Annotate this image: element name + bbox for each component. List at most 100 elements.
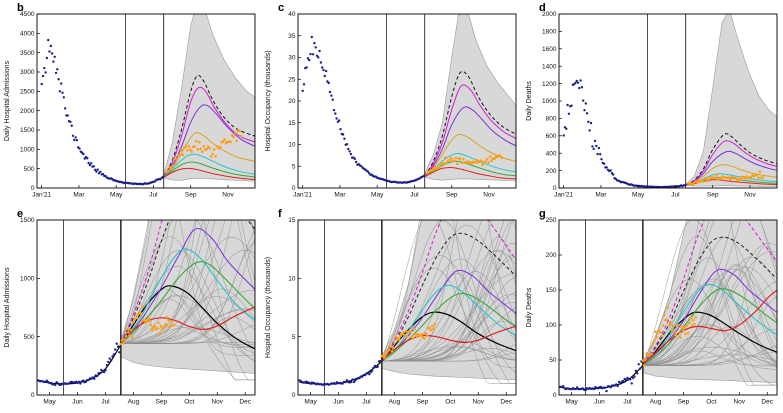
x-tick-label: Aug: [650, 399, 662, 406]
y-tick-label: 500: [24, 334, 35, 341]
axes-frame: [558, 219, 778, 396]
line-cyan: [163, 153, 255, 178]
ensemble-trajectory: [642, 264, 777, 366]
panel-c: Jan'21 Mar May Jul Sep Nov 0 5 10 15 20 25 30 35 40 Hos…: [261, 0, 522, 206]
y-axis-title: Daily Deaths: [526, 81, 533, 121]
y-tick-label: 4500: [20, 11, 35, 18]
y-axis-title: Daily Hospital Admissions: [4, 267, 11, 348]
y-tick-label: 15: [288, 120, 296, 127]
y-tick-label: 30: [288, 55, 296, 62]
ensemble-trajectory: [381, 255, 516, 384]
axes-frame: [36, 13, 256, 189]
panel-letter: g: [539, 208, 546, 220]
panel-letter: f: [278, 208, 282, 220]
x-tick-label: Jul: [410, 192, 419, 199]
dots-post-projection-observed: [165, 129, 243, 174]
y-tick-label: 25: [288, 76, 296, 83]
ensemble-trajectory: [120, 294, 255, 345]
x-tick-label: Jan'21: [32, 192, 51, 199]
line-magenta-dashed: [120, 220, 163, 343]
y-tick-label: 200: [546, 168, 557, 175]
panel-g: May Jun Jul Aug Sep Oct Nov Dec 0 50 100 150 200 250 D…: [522, 206, 783, 413]
ensemble-trajectory: [642, 266, 777, 366]
line-green: [642, 288, 777, 366]
x-tick-label: Nov: [222, 192, 234, 199]
x-tick-label: May: [565, 399, 578, 406]
y-tick-label: 150: [546, 287, 557, 294]
line-purple: [120, 228, 255, 344]
uncertainty-band: [163, 14, 255, 182]
dots-observed: [37, 342, 121, 387]
y-tick-label: 800: [546, 116, 557, 123]
ensemble-trajectory: [120, 324, 255, 344]
dots-observed: [562, 79, 687, 188]
line-cyan: [424, 153, 516, 177]
x-tick-label: Sep: [417, 399, 429, 406]
line-red: [381, 325, 516, 361]
y-tick-label: 0: [31, 392, 35, 399]
axes-frame: [36, 219, 256, 396]
x-tick-label: Aug: [128, 399, 140, 406]
y-tick-label: 3000: [20, 69, 35, 76]
ensemble-trajectory: [381, 220, 516, 384]
line-violet: [424, 106, 516, 177]
panel-letter: e: [17, 208, 23, 220]
y-tick-label: 1800: [542, 29, 557, 36]
y-tick-label: 100: [546, 322, 557, 329]
line-magenta: [424, 84, 516, 177]
x-tick-label: Nov: [472, 399, 484, 406]
y-tick-label: 3500: [20, 50, 35, 57]
y-axis-title: Daily Deaths: [526, 287, 533, 327]
dots-post-projection-observed: [119, 305, 175, 346]
line-cyan: [381, 284, 516, 361]
line-gold: [163, 132, 255, 178]
x-tick-label: Jul: [149, 192, 158, 199]
ensemble-trajectory: [120, 296, 255, 344]
line-magenta: [685, 140, 777, 186]
y-tick-label: 1000: [20, 147, 35, 154]
y-tick-label: 600: [546, 133, 557, 140]
ensemble-trajectory: [120, 220, 255, 356]
x-tick-label: Sep: [185, 192, 197, 199]
ensemble-trajectory: [381, 271, 516, 362]
x-tick-label: Sep: [156, 399, 168, 406]
panel-d: Jan'21 Mar May Jul Sep Nov 0 200 400 600 800 1000 12…: [522, 0, 783, 206]
ensemble-trajectory: [381, 273, 516, 362]
ensemble-trajectory: [120, 289, 255, 344]
chart-f: May Jun Jul Aug Sep Oct Nov Dec 0 5 10 15 Hospital O…: [265, 208, 517, 406]
axes-frame: [297, 219, 517, 396]
ensemble-trajectory: [120, 236, 255, 381]
ensemble-trajectory: [120, 220, 255, 344]
line-red: [424, 167, 516, 180]
y-tick-label: 10: [288, 276, 296, 283]
ensemble-trajectory: [120, 236, 255, 344]
line-gold: [424, 133, 516, 177]
line-magenta: [163, 86, 255, 177]
ensemble-trajectory: [642, 354, 777, 366]
x-tick-label: May: [304, 399, 317, 406]
dots-observed: [559, 360, 643, 393]
x-tick-label: Oct: [706, 399, 716, 406]
line-red: [120, 306, 255, 344]
panel-letter: c: [278, 2, 284, 14]
ensemble-trajectory: [642, 220, 742, 366]
ensemble-trajectory: [381, 267, 516, 384]
line-dashed-black: [685, 133, 777, 186]
x-tick-label: Jun: [72, 399, 83, 406]
line-black-dashed: [381, 232, 516, 361]
x-tick-label: Sep: [707, 192, 719, 199]
line-green: [163, 161, 255, 178]
uncertainty-band: [685, 14, 777, 187]
y-tick-label: 15: [288, 217, 296, 224]
y-tick-label: 1200: [542, 81, 557, 88]
ensemble-trajectory: [642, 250, 777, 366]
x-tick-label: May: [43, 399, 56, 406]
x-tick-label: Dec: [239, 399, 251, 406]
y-tick-label: 1500: [20, 127, 35, 134]
chart-d: Jan'21 Mar May Jul Sep Nov 0 200 400 600 800 1000 12…: [526, 2, 778, 199]
dots-post-projection-observed: [641, 306, 697, 367]
panel-b: Jan'21 Mar May Jul Sep Nov 0 500 1000 1500 2000 250…: [0, 0, 261, 206]
x-tick-label: Jan'21: [293, 192, 312, 199]
y-tick-label: 0: [553, 185, 557, 192]
